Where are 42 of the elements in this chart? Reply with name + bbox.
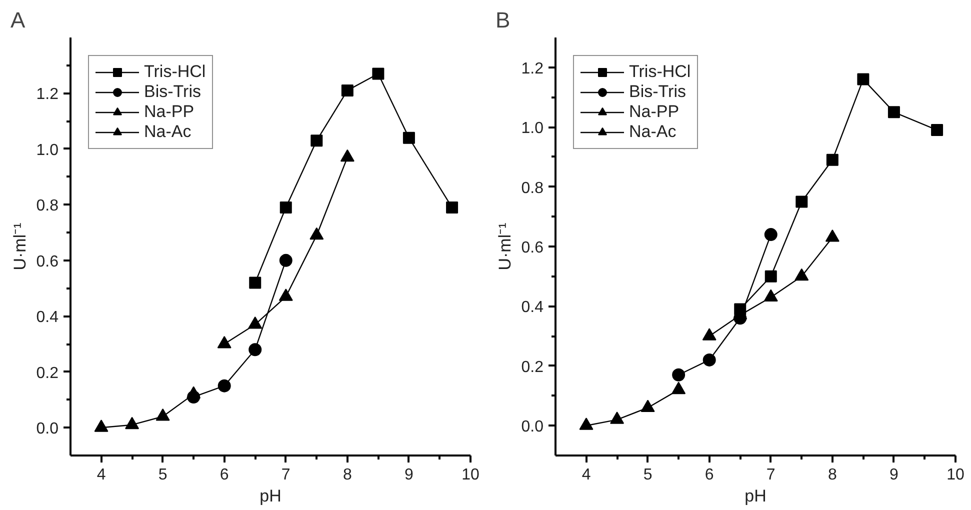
y-tick-label: 0.0	[36, 420, 59, 438]
x-tick-label: 5	[643, 466, 652, 484]
chart-title: B	[496, 8, 510, 32]
x-tick-label: 6	[220, 466, 229, 484]
y-tick-label: 0.2	[36, 364, 59, 382]
y-tick-label: 0.6	[521, 240, 544, 256]
x-tick-label: 5	[158, 466, 168, 484]
x-axis-title: pH	[744, 486, 766, 506]
x-tick-label: 4	[582, 466, 591, 484]
y-tick-label: 1.2	[521, 60, 544, 78]
x-tick-label: 6	[704, 466, 714, 484]
y-tick-label: 1.0	[521, 120, 544, 138]
legend-label: Na-Ac	[144, 122, 192, 142]
y-axis-title: U·ml⁻¹	[10, 222, 30, 270]
legend-label: Na-PP	[629, 102, 680, 122]
legend-label: Na-Ac	[629, 122, 676, 142]
x-tick-label: 10	[462, 466, 480, 484]
y-tick-label: 0.4	[36, 309, 59, 326]
legend-label: Bis-Tris	[144, 82, 201, 102]
legend-label: Na-PP	[144, 102, 194, 122]
y-axis-title: U·ml⁻¹	[495, 222, 514, 270]
x-tick-label: 8	[828, 466, 837, 484]
y-tick-label: 0.6	[36, 253, 59, 270]
x-tick-label: 8	[342, 466, 352, 484]
y-tick-label: 0.8	[36, 198, 59, 215]
y-tick-label: 0.4	[521, 299, 544, 316]
chart-title: A	[10, 8, 26, 32]
y-tick-label: 1.0	[36, 142, 59, 159]
y-tick-label: 0.8	[521, 180, 544, 197]
x-tick-label: 9	[404, 466, 414, 484]
x-tick-label: 9	[890, 466, 899, 484]
y-tick-label: 1.2	[36, 86, 59, 104]
x-tick-label: 7	[766, 466, 776, 484]
x-tick-label: 4	[96, 466, 106, 484]
y-tick-label: 0.2	[521, 358, 544, 376]
x-axis-title: pH	[260, 486, 282, 506]
legend-label: Bis-Tris	[629, 82, 686, 102]
x-tick-label: 10	[946, 466, 964, 484]
y-tick-label: 0.0	[521, 418, 544, 436]
x-tick-label: 7	[281, 466, 290, 484]
legend-label: Tris-HCl	[629, 62, 691, 82]
legend-label: Tris-HCl	[144, 62, 206, 82]
